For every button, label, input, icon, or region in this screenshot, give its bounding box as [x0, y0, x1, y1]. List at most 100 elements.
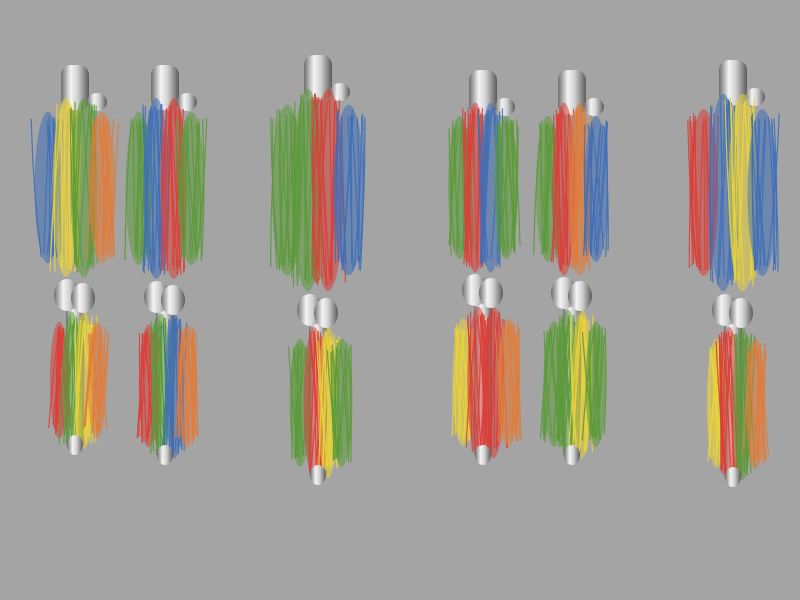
muscle-fiber [540, 128, 544, 249]
muscle-fiber [152, 323, 156, 449]
muscle-fiber [302, 99, 310, 285]
muscle-fiber [151, 105, 157, 274]
bone-ankle [475, 445, 491, 465]
muscle-fiber [754, 343, 767, 461]
muscle-fiber [291, 97, 303, 278]
muscle-fiber [689, 116, 697, 263]
muscle-fiber [150, 321, 161, 455]
muscle-fiber [767, 116, 776, 264]
muscle-fiber [590, 129, 593, 255]
muscle-fiber [321, 97, 328, 288]
muscle-fiber [299, 348, 302, 463]
muscle-fiber [332, 350, 341, 459]
muscle-fiber [588, 330, 594, 438]
muscle-fiber [63, 103, 67, 264]
leg-model [533, 70, 609, 465]
muscle-fiber [733, 334, 746, 473]
muscle-fiber [184, 120, 197, 256]
muscle-fiber [98, 117, 111, 258]
muscle-fiber [49, 108, 63, 271]
bone-hip-head [177, 93, 197, 111]
muscle-fiber [760, 343, 766, 460]
muscle-fiber [184, 337, 197, 436]
muscle-fiber [192, 332, 197, 444]
muscle-fiber [716, 103, 727, 286]
muscle-fiber [270, 108, 279, 267]
muscle-fiber [480, 318, 489, 450]
muscle-fiber [137, 121, 142, 259]
muscle-fiber [560, 321, 574, 453]
muscle-fiber [448, 129, 459, 246]
muscle-fiber [691, 115, 696, 266]
muscle-fiber [464, 111, 473, 260]
muscle-fiber [177, 328, 181, 439]
bone-knee [71, 283, 95, 313]
muscle-fiber [555, 109, 563, 265]
muscle-fiber [570, 316, 578, 454]
muscle-fiber [499, 127, 509, 248]
muscle-fiber [592, 128, 605, 250]
muscle-fiber [124, 117, 133, 261]
muscle-fiber [720, 332, 726, 476]
muscle-fiber [512, 119, 518, 251]
muscle-fiber [462, 330, 471, 441]
muscle-fiber [734, 334, 748, 472]
muscle-fiber [170, 110, 175, 266]
leg-model [124, 65, 208, 465]
muscle-fiber [55, 330, 59, 430]
leg-model [270, 55, 366, 485]
muscle-fiber [587, 124, 599, 258]
muscle-fiber [463, 328, 469, 441]
bone-hip-head [495, 98, 515, 116]
muscle-fiber [334, 109, 339, 263]
muscle-fiber [339, 116, 343, 263]
muscle-fiber [285, 115, 290, 267]
muscle-fiber [709, 346, 722, 464]
leg-model [30, 65, 120, 455]
muscle-fiber [150, 110, 155, 269]
muscle-fiber [185, 330, 190, 439]
muscle-fiber [76, 321, 85, 439]
muscle-fiber [157, 326, 168, 446]
muscle-fiber [766, 113, 780, 267]
muscle-fiber [132, 121, 137, 255]
muscle-fiber [101, 118, 115, 254]
muscle-fiber [141, 333, 148, 444]
muscle-fiber [594, 330, 601, 436]
muscle-fiber [736, 101, 746, 281]
muscle-fiber [58, 319, 69, 445]
muscle-fiber [313, 330, 317, 473]
muscle-fiber [450, 120, 454, 256]
muscle-fiber [104, 116, 108, 252]
muscle-fiber [490, 310, 493, 446]
muscle-fiber [73, 319, 86, 440]
muscle-fiber [163, 319, 176, 450]
muscle-fiber [773, 118, 778, 270]
muscle-fiber [553, 114, 561, 272]
bone-hip [304, 55, 332, 100]
muscle-fiber [568, 316, 582, 450]
muscle-fiber [603, 327, 607, 435]
bone-knee [161, 285, 185, 315]
muscle-fiber [339, 343, 349, 454]
muscle-fiber [754, 120, 765, 267]
bone-ankle [310, 465, 326, 485]
muscle-fiber [65, 321, 75, 443]
muscle-fiber [570, 111, 575, 271]
bone-knee [479, 278, 503, 308]
muscle-fiber [195, 117, 208, 261]
muscle-fiber [735, 104, 745, 284]
muscle-fiber [746, 343, 752, 465]
muscle-fiber [84, 333, 94, 427]
muscle-fiber [544, 325, 556, 437]
muscle-fiber [144, 110, 151, 267]
muscle-fiber [559, 315, 564, 448]
muscle-fiber [270, 117, 280, 268]
muscle-fiber [170, 319, 177, 451]
muscle-fiber [318, 340, 328, 466]
muscle-fiber [177, 333, 183, 439]
muscle-fiber [455, 323, 462, 436]
muscle-fiber [288, 346, 300, 457]
muscle-fiber [759, 343, 765, 464]
muscle-fiber [735, 333, 740, 471]
